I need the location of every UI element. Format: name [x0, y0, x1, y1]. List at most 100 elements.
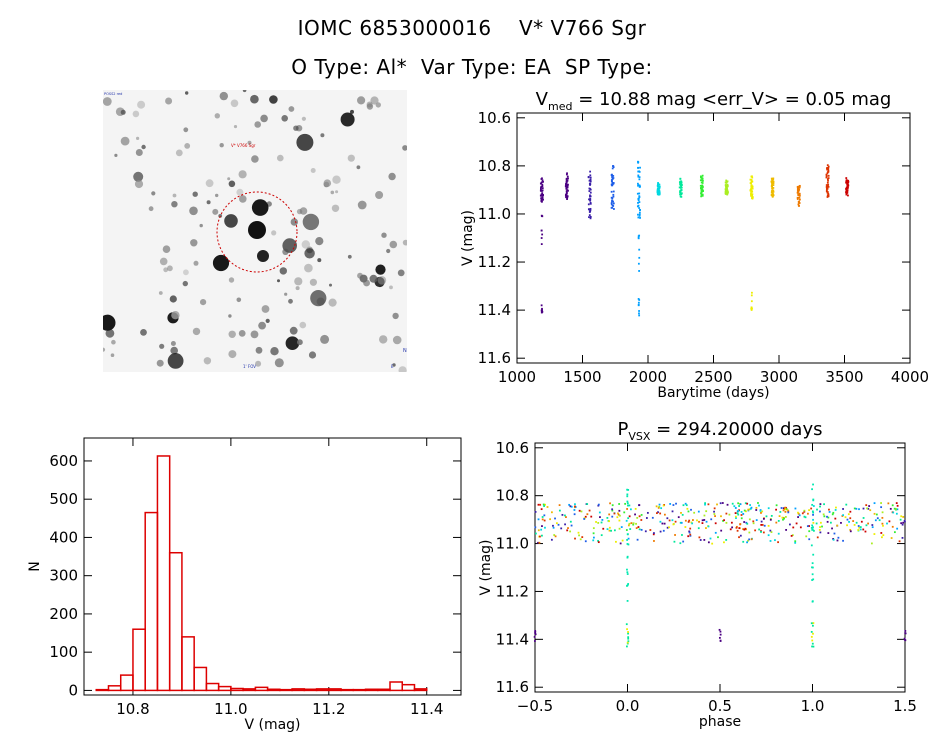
star	[103, 97, 112, 106]
lightcurve-point	[700, 181, 703, 184]
phased-point	[882, 524, 884, 527]
star	[347, 154, 355, 162]
phased-point	[714, 522, 717, 525]
phased-point	[813, 529, 815, 532]
phased-point	[552, 524, 554, 527]
star	[357, 200, 367, 210]
lightcurve-point	[845, 180, 848, 183]
phased-point	[769, 518, 772, 521]
histogram-x-tick-label: 11.2	[312, 700, 345, 718]
phased-point	[880, 532, 883, 534]
phased-point	[808, 538, 811, 541]
phased-point	[597, 522, 600, 524]
star	[320, 133, 325, 138]
phased-point	[900, 522, 903, 525]
phased-point	[636, 538, 639, 541]
star	[296, 133, 314, 151]
lightcurve-point	[699, 187, 702, 190]
lightcurve-point	[797, 200, 800, 203]
phased-point	[660, 507, 663, 510]
phased-point	[859, 526, 862, 528]
phased-point	[804, 516, 807, 519]
lightcurve-point	[541, 311, 543, 314]
phased-point	[574, 537, 576, 540]
lightcurve-point	[825, 186, 828, 188]
star	[302, 213, 320, 231]
phased-point	[792, 526, 795, 529]
phased-point	[857, 525, 860, 527]
phased-point	[638, 528, 641, 531]
lightcurve-y-tick-label: 11.6	[478, 349, 511, 367]
lightcurve-point	[771, 182, 773, 185]
phased-point	[541, 516, 544, 518]
phased-point	[791, 534, 794, 537]
phased-point	[742, 513, 745, 515]
phased-point	[577, 531, 580, 534]
star	[284, 292, 288, 296]
star	[171, 311, 180, 320]
phased-point	[628, 504, 631, 507]
lightcurve-point	[679, 193, 681, 196]
lightcurve-point	[751, 175, 753, 178]
lightcurve-point	[797, 204, 800, 207]
phased-point	[811, 645, 813, 648]
lightcurve-point	[589, 176, 592, 179]
lightcurve-point	[565, 182, 567, 185]
phased-point	[632, 522, 635, 525]
lightcurve-point	[566, 189, 569, 192]
phased-point	[609, 502, 611, 505]
star	[386, 248, 391, 254]
phased-point	[690, 508, 692, 511]
phased-point	[543, 519, 546, 522]
star	[120, 136, 130, 146]
phased-point	[812, 505, 815, 507]
phased-point	[627, 524, 630, 527]
phased-point	[765, 515, 768, 518]
lightcurve-point	[541, 185, 544, 188]
lightcurve-point	[656, 190, 659, 193]
phased-point	[611, 515, 614, 518]
phased-point	[534, 632, 537, 634]
phased-point	[782, 507, 785, 510]
star	[175, 149, 183, 157]
histogram-bar	[377, 688, 391, 692]
phased-point	[819, 505, 821, 508]
phased-point	[761, 523, 764, 526]
star	[304, 263, 313, 273]
star	[290, 218, 298, 226]
phased-point	[895, 512, 898, 515]
star	[227, 177, 231, 181]
phased-point	[653, 532, 655, 534]
phased-point	[580, 510, 583, 513]
phased-point	[533, 636, 536, 638]
lightcurve-point	[540, 188, 542, 191]
phased-point	[625, 529, 628, 531]
star	[375, 264, 386, 275]
phased-point	[893, 531, 896, 534]
phased-point	[784, 515, 787, 518]
phased-point	[611, 504, 614, 507]
phased-point	[829, 521, 832, 524]
phased-point	[806, 525, 809, 528]
histogram-bar	[401, 683, 416, 692]
phased-point	[611, 508, 614, 511]
phased-point	[684, 519, 687, 522]
phased-point	[680, 511, 682, 514]
phased-point	[869, 509, 872, 512]
lightcurve-point	[725, 182, 728, 184]
lightcurve-point	[656, 189, 659, 192]
star	[250, 94, 259, 104]
lightcurve-point	[796, 196, 799, 199]
star	[151, 191, 156, 196]
phased-point	[606, 517, 609, 519]
phased-point	[627, 636, 630, 639]
phased-point	[590, 515, 593, 518]
phased-point	[626, 533, 629, 536]
lightcurve-point	[610, 202, 613, 205]
phased-point	[634, 513, 636, 516]
phased-point	[618, 527, 621, 530]
lightcurve-point	[826, 185, 829, 188]
lightcurve-point	[724, 184, 727, 186]
phased-point	[615, 540, 617, 543]
phased-point	[831, 513, 834, 516]
